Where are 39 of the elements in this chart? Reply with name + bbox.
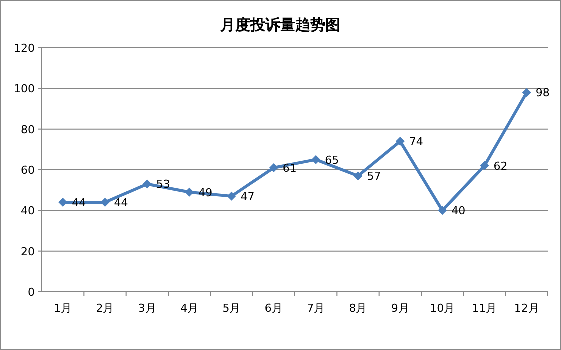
x-tick-label: 4月 — [180, 302, 199, 315]
y-tick-label: 40 — [21, 204, 35, 218]
data-label: 62 — [494, 160, 508, 173]
point — [522, 88, 532, 98]
y-tick-label: 80 — [21, 123, 35, 136]
point — [438, 206, 448, 216]
y-tick-label: 120 — [14, 42, 35, 55]
x-tick-label: 7月 — [307, 302, 326, 315]
y-tick-label: 60 — [21, 164, 35, 177]
point — [312, 155, 321, 164]
data-label: 74 — [409, 136, 424, 149]
data-label: 40 — [452, 204, 466, 218]
x-tick-label: 8月 — [349, 302, 368, 315]
x-tick-label: 2月 — [96, 302, 114, 315]
data-label: 47 — [240, 190, 255, 204]
chart-title: 月度投诉量趋势图 — [220, 16, 340, 34]
x-tick-label: 10月 — [430, 302, 456, 315]
data-label: 98 — [536, 86, 550, 100]
point — [185, 188, 194, 197]
data-label: 57 — [367, 170, 382, 184]
y-tick-label: 20 — [21, 245, 35, 258]
point — [142, 180, 152, 189]
x-tick-label: 1月 — [54, 302, 72, 315]
point — [269, 163, 278, 172]
point — [354, 172, 363, 181]
x-tick-label: 12月 — [514, 302, 540, 315]
point — [396, 137, 405, 146]
data-label: 65 — [325, 154, 340, 167]
data-label: 61 — [282, 162, 297, 175]
y-tick-label: 100 — [14, 82, 35, 96]
data-label: 44 — [114, 196, 128, 210]
x-tick-label: 5月 — [222, 302, 241, 315]
y-tick-label: 0 — [28, 286, 35, 299]
x-tick-label: 9月 — [391, 302, 410, 315]
point — [480, 161, 490, 170]
x-tick-label: 6月 — [264, 302, 283, 315]
x-tick-label: 11月 — [472, 302, 498, 315]
data-label: 44 — [72, 196, 86, 210]
x-tick-label: 3月 — [138, 302, 156, 315]
